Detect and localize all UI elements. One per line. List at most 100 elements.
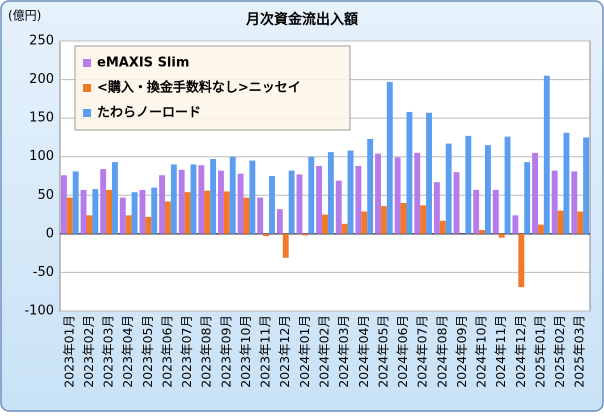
x-tick-label: 2023年04月 [120,315,135,388]
bar [426,112,432,234]
bar [249,160,256,234]
bar [524,162,531,234]
bar [453,172,460,234]
bar [66,197,73,234]
x-tick-label: 2023年11月 [258,315,273,388]
bar [288,170,295,234]
bar [394,157,401,234]
x-tick-label: 2024年04月 [356,315,371,388]
bar [190,164,197,234]
bar [100,169,107,234]
bar [145,216,152,234]
bar [92,189,99,234]
bar [159,175,166,234]
x-tick-label: 2024年05月 [375,315,390,388]
y-tick-label: 200 [29,72,54,87]
y-tick-label: 100 [29,149,54,164]
bar [380,206,387,234]
bar [473,189,480,234]
bar [492,189,499,234]
legend-swatch [83,109,91,117]
bar [375,153,381,234]
x-tick-label: 2023年03月 [101,315,116,388]
y-axis-label: (億円) [8,9,41,23]
bar [465,135,472,234]
bar [237,173,244,234]
x-tick-label: 2023年05月 [140,315,155,388]
y-tick-label: 150 [29,111,54,126]
legend-label: <購入・換金手数料なし>ニッセイ [97,80,301,96]
bar [543,75,550,234]
x-tick-label: 2025年03月 [572,315,587,388]
bar [243,197,250,234]
bar [296,174,303,234]
bar [414,152,421,234]
bar [210,159,217,234]
x-tick-label: 2024年12月 [513,315,528,388]
bar [198,165,205,234]
bar [355,165,362,234]
bar [60,175,67,234]
bar [583,137,590,234]
x-tick-label: 2023年06月 [159,315,174,388]
bar [439,220,446,234]
bar [386,81,393,234]
legend-box [74,45,351,131]
bar [170,164,177,234]
x-tick-label: 2023年02月 [81,315,96,388]
bar [269,176,275,234]
bar [484,145,491,234]
legend-label: たわらノーロード [97,106,201,121]
bar [335,180,342,234]
chart-title: 月次資金流出入額 [245,11,358,28]
x-tick-label: 2023年10月 [238,315,253,388]
bar [263,233,270,237]
x-tick-label: 2023年01月 [61,315,76,388]
bar [445,143,452,234]
y-tick-label: 50 [37,188,54,203]
bar [257,197,264,234]
bar [112,162,118,234]
bar [571,171,578,234]
bar [72,171,79,234]
bar [504,136,511,234]
bar [165,201,171,234]
bar [80,189,87,234]
bar [276,209,283,234]
bar [341,223,348,234]
x-tick-label: 2024年01月 [297,315,312,388]
bar [327,152,334,234]
x-tick-label: 2023年09月 [218,315,233,388]
bar [131,192,138,234]
bar [361,211,368,234]
legend-label: eMAXIS Slim [97,56,189,71]
bar [322,214,328,234]
y-tick-label: 0 [46,226,54,241]
bar [367,138,374,234]
bar [532,152,538,234]
bar [151,187,158,234]
bar [218,170,224,234]
bar [184,192,191,234]
x-tick-label: 2024年09月 [454,315,469,388]
x-tick-label: 2023年08月 [199,315,214,388]
bar [229,156,236,234]
legend-swatch [83,84,91,92]
bar [119,197,126,234]
y-tick-label: -50 [33,265,54,280]
x-tick-label: 2024年07月 [415,315,430,388]
bar [139,189,146,234]
bar [347,150,354,234]
bar [420,205,427,234]
bar [204,190,211,234]
bar [537,224,544,234]
bar [178,169,185,234]
bar [406,111,413,234]
x-tick-label: 2025年01月 [532,315,547,388]
bar [106,189,113,234]
x-tick-label: 2024年11月 [493,315,508,388]
bar [302,233,309,236]
bar [223,191,230,234]
bar [400,203,407,234]
